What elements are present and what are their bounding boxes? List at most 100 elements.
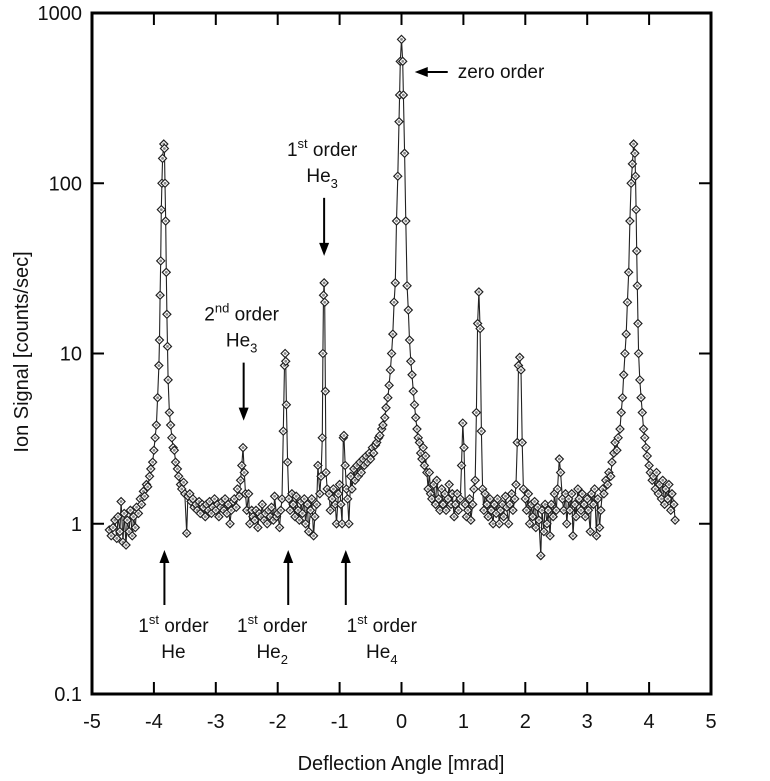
data-point (337, 518, 347, 529)
data-point (450, 499, 461, 510)
marker-dot (286, 460, 290, 464)
data-point (638, 424, 649, 434)
data-point (670, 515, 680, 525)
marker-dot (125, 518, 129, 522)
marker-dot (633, 151, 637, 155)
marker-dot (118, 530, 122, 533)
data-point (314, 488, 325, 499)
data-point (602, 479, 613, 490)
data-point (119, 508, 130, 519)
marker-dot (198, 512, 202, 515)
data-point (243, 488, 254, 499)
marker-dot (576, 487, 580, 491)
data-point (457, 418, 468, 428)
marker-dot (437, 497, 441, 501)
data-point (627, 159, 638, 169)
order-number: 1 (287, 140, 298, 161)
marker-dot (236, 487, 239, 491)
marker-dot (143, 494, 147, 498)
marker-dot (182, 480, 186, 484)
data-point (470, 475, 481, 486)
data-point (546, 499, 557, 510)
data-point (583, 505, 594, 516)
marker-dot (519, 368, 523, 372)
y-axis-label: Ion Signal [counts/sec] (11, 251, 33, 452)
data-point (552, 484, 563, 494)
marker-dot (163, 147, 166, 150)
marker-dot (599, 508, 603, 512)
marker-dot (396, 174, 400, 178)
arrow-head-icon (340, 550, 351, 563)
marker-dot (660, 497, 663, 501)
marker-dot (616, 436, 620, 440)
marker-dot (583, 515, 587, 519)
marker-dot (283, 352, 287, 355)
marker-dot (466, 508, 470, 512)
marker-dot (489, 508, 493, 512)
data-point (282, 457, 293, 468)
data-point (269, 491, 280, 502)
annotation-line-1: 1st order (347, 612, 418, 637)
marker-dot (225, 512, 229, 515)
data-point (542, 518, 552, 529)
data-point (155, 256, 166, 266)
marker-dot (663, 502, 666, 506)
marker-dot (239, 478, 242, 482)
data-point (433, 494, 444, 504)
data-point (565, 505, 575, 516)
data-point (503, 518, 514, 529)
marker-dot (500, 502, 504, 506)
data-point (342, 494, 353, 504)
data-point (633, 318, 643, 329)
marker-dot (384, 406, 388, 410)
marker-dot (648, 471, 652, 474)
data-point (200, 511, 211, 522)
data-point (162, 309, 172, 320)
marker-dot (479, 429, 483, 433)
data-point (391, 216, 402, 226)
marker-dot (284, 403, 288, 407)
annotation-he3-2: 2nd order He3 (204, 301, 280, 421)
marker-dot (481, 487, 484, 491)
data-point (669, 499, 679, 510)
data-point (115, 526, 125, 537)
arrow-head-icon (159, 550, 170, 563)
data-point (214, 511, 224, 522)
marker-dot (156, 396, 160, 400)
data-point (321, 467, 331, 478)
data-point (412, 424, 422, 434)
data-point (385, 365, 396, 375)
marker-dot (133, 526, 137, 529)
marker-dot (482, 508, 486, 512)
marker-dot (174, 460, 177, 464)
data-point (378, 420, 388, 430)
marker-dot (496, 497, 499, 501)
data-point (111, 533, 122, 544)
data-point (475, 323, 485, 334)
marker-dot (157, 364, 161, 367)
data-point (517, 437, 528, 448)
marker-dot (656, 492, 660, 496)
marker-dot (593, 487, 597, 491)
data-point (253, 522, 263, 533)
order-suffix: st (298, 136, 309, 151)
marker-dot (491, 522, 495, 526)
marker-dot (634, 208, 638, 212)
data-point (509, 494, 520, 504)
data-point (632, 280, 643, 291)
marker-dot (637, 352, 640, 355)
marker-dot (522, 487, 525, 491)
marker-dot (655, 471, 658, 474)
marker-dot (127, 530, 131, 533)
marker-dot (410, 373, 414, 377)
marker-dot (441, 502, 445, 506)
data-point (160, 216, 171, 226)
marker-dot (159, 208, 163, 212)
marker-dot (210, 512, 213, 515)
data-point (410, 412, 421, 423)
data-point (405, 356, 416, 367)
marker-dot (324, 471, 328, 474)
data-point (397, 56, 408, 67)
marker-dot (163, 181, 167, 185)
data-point (308, 530, 319, 541)
